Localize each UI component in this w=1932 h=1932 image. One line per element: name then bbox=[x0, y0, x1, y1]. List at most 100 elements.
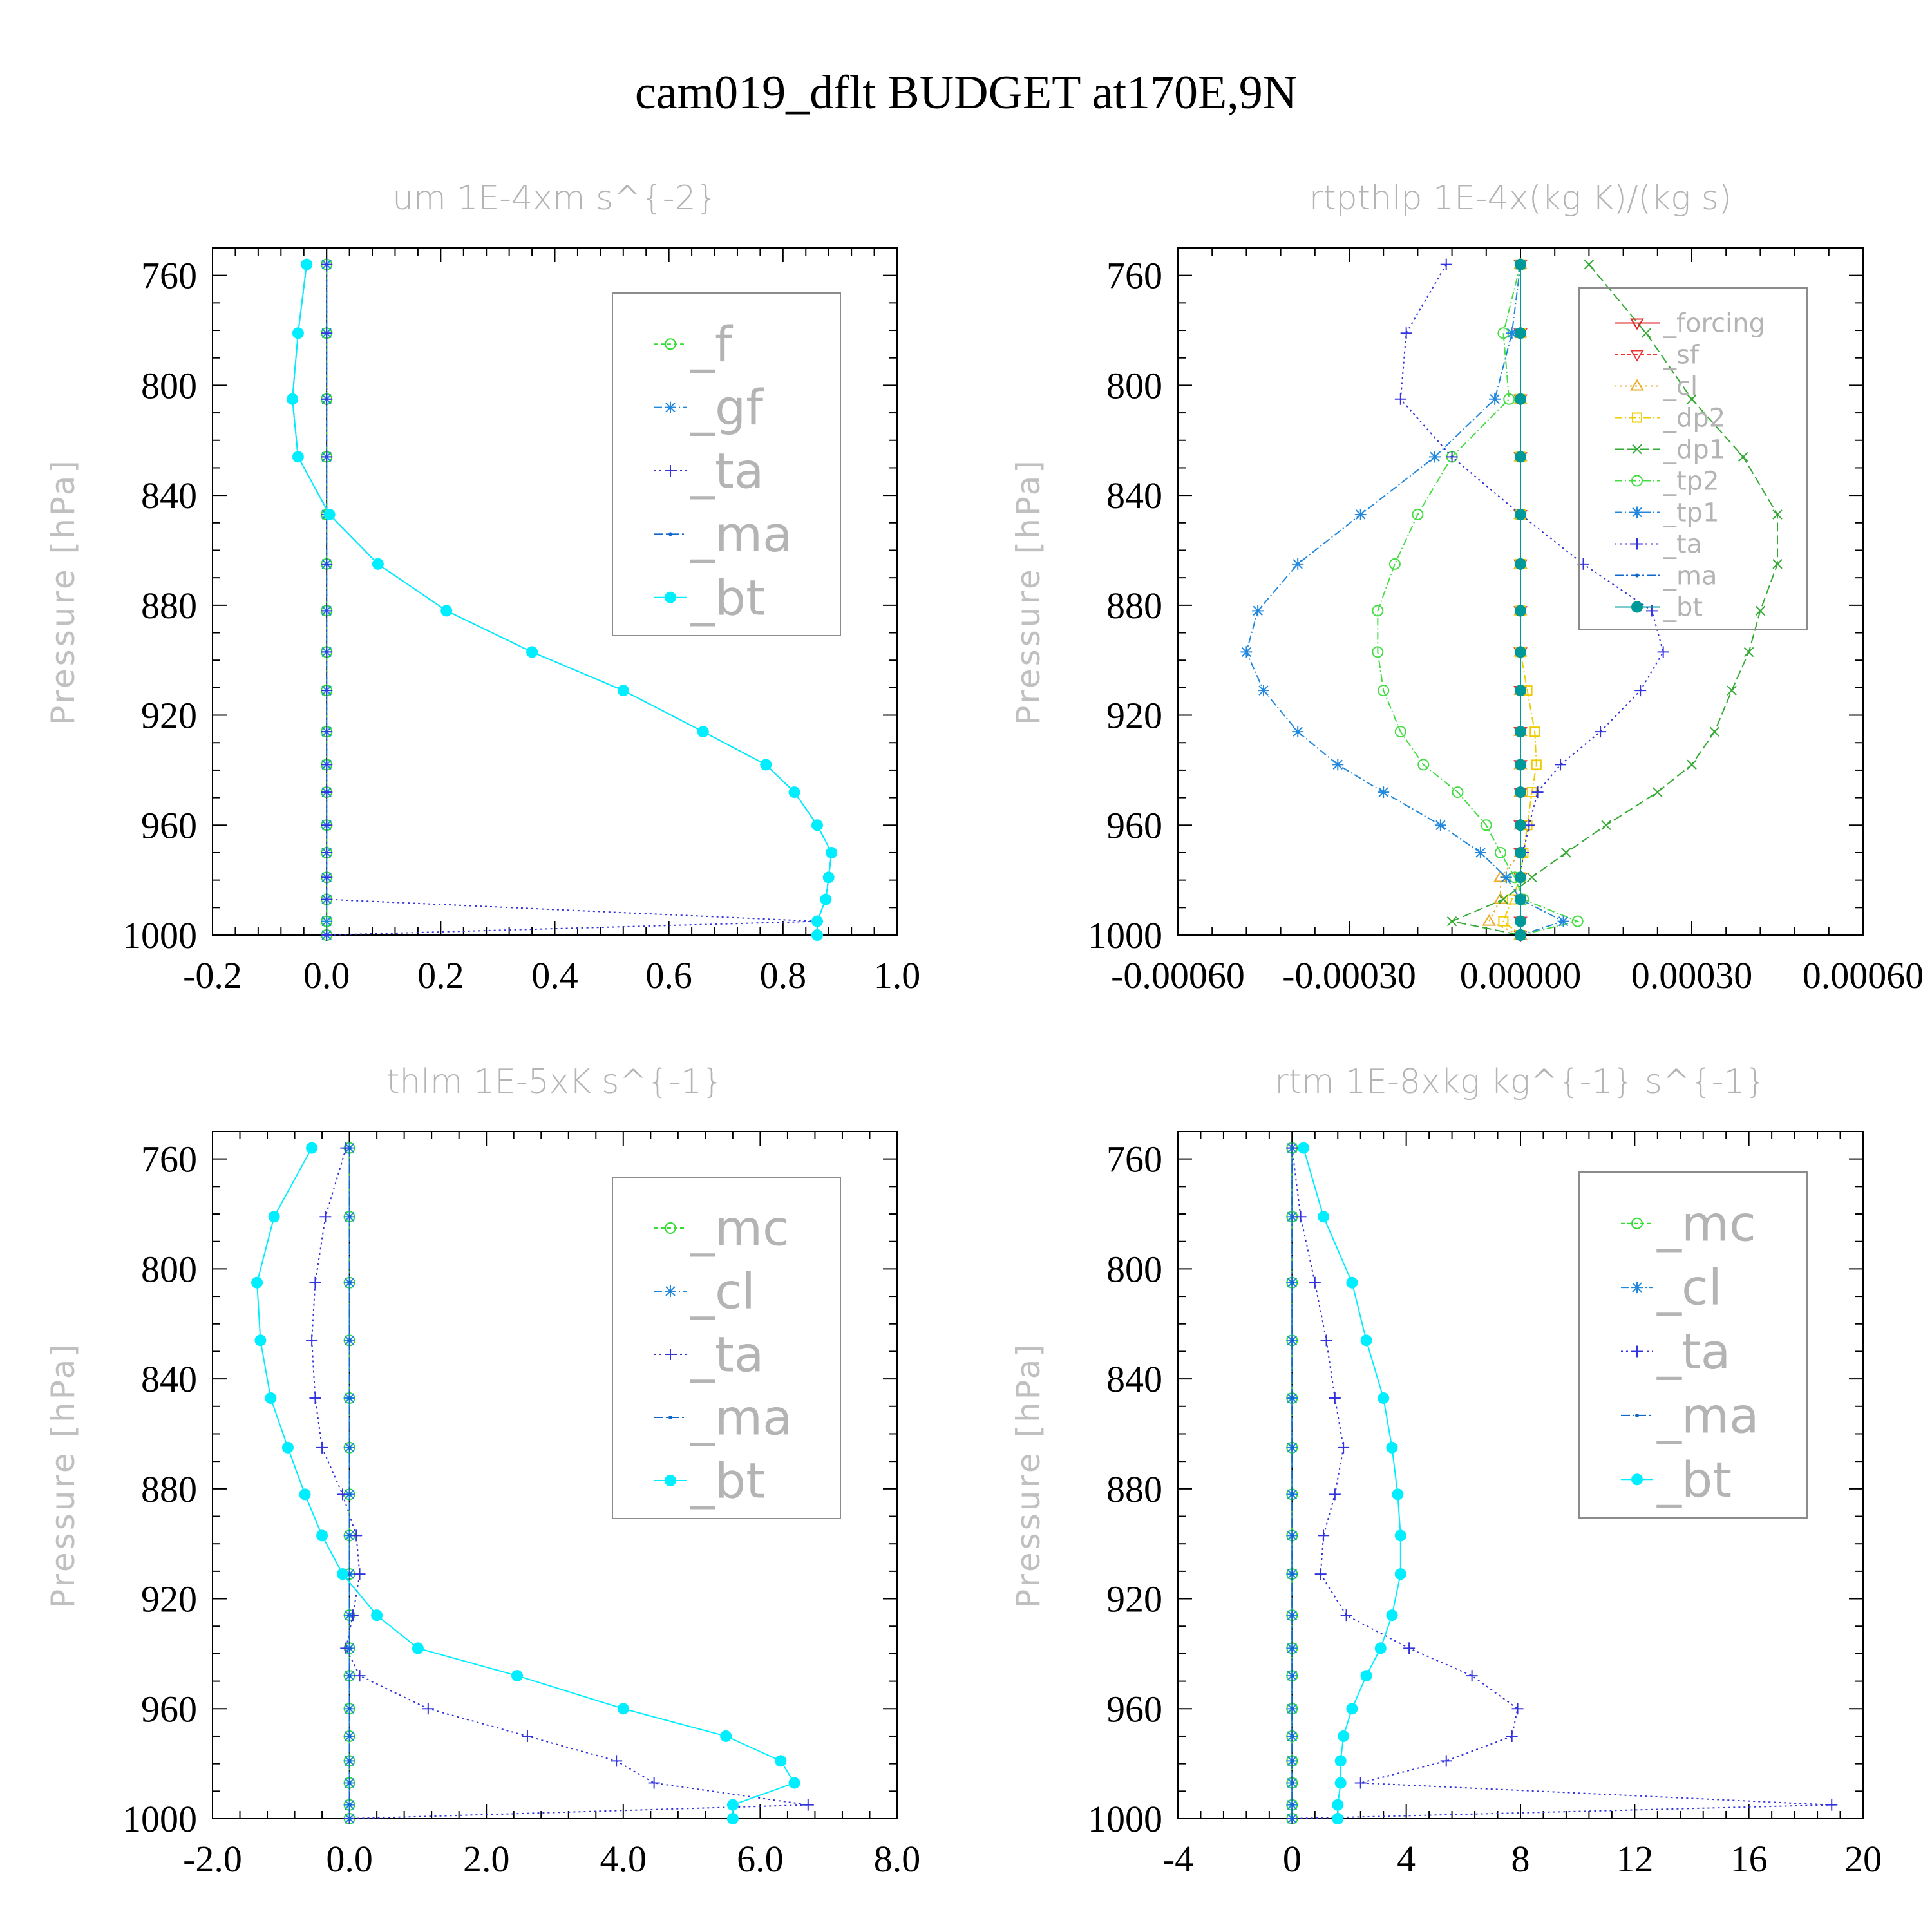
data-point bbox=[321, 759, 333, 771]
legend-marker bbox=[1631, 538, 1643, 550]
series-tp2 bbox=[1372, 258, 1584, 941]
data-point bbox=[1446, 451, 1458, 463]
x-tick-label: 0.4 bbox=[531, 954, 578, 996]
x-tick-label: 6.0 bbox=[737, 1838, 784, 1880]
data-point bbox=[1687, 394, 1697, 404]
data-point bbox=[1417, 759, 1430, 771]
data-point bbox=[1826, 1799, 1838, 1811]
data-point bbox=[1506, 1730, 1518, 1742]
series-cl bbox=[1482, 257, 1528, 940]
series-ta bbox=[1394, 258, 1669, 941]
data-point bbox=[1334, 1777, 1347, 1789]
series-line bbox=[1291, 1148, 1832, 1819]
data-point bbox=[811, 819, 823, 831]
data-point bbox=[371, 1609, 383, 1622]
data-point bbox=[760, 759, 772, 771]
figure-title: cam019_dflt BUDGET at170E,9N bbox=[635, 66, 1297, 119]
legend-marker bbox=[1632, 444, 1642, 455]
data-point bbox=[1290, 1707, 1294, 1711]
legend: _mc _cl _ta _ma _bt bbox=[1578, 1171, 1808, 1519]
data-point bbox=[347, 1817, 352, 1821]
legend-label: _ta bbox=[690, 1326, 764, 1383]
data-point bbox=[1530, 726, 1540, 737]
legend-marker bbox=[665, 338, 676, 350]
series-line bbox=[1377, 264, 1580, 936]
plot-frame bbox=[212, 247, 898, 936]
data-point bbox=[1515, 819, 1526, 831]
panel-thlm-budget: thlm 1E-5xK s^{-1} Pressure [hPa] 760 800 84… bbox=[44, 1063, 920, 1880]
data-point bbox=[1515, 893, 1526, 905]
data-point bbox=[321, 726, 333, 738]
data-point bbox=[1290, 1734, 1294, 1738]
data-point bbox=[1429, 451, 1441, 463]
data-point bbox=[1403, 1642, 1416, 1654]
data-point bbox=[511, 1670, 524, 1682]
legend-label: _ma bbox=[1656, 1387, 1759, 1444]
data-point bbox=[1400, 327, 1412, 339]
series-dp1 bbox=[1446, 259, 1783, 940]
x-tick-label: 4 bbox=[1397, 1838, 1416, 1880]
data-point bbox=[1290, 1533, 1294, 1538]
legend-label: _f bbox=[690, 316, 734, 373]
y-tick-label: 840 bbox=[141, 1358, 197, 1400]
data-point bbox=[788, 786, 800, 799]
data-point bbox=[347, 1707, 352, 1711]
legend: _forcing_sf_cl_dp2_dp1_tp2_tp1_ta_ma_bt bbox=[1578, 287, 1808, 630]
data-point bbox=[1388, 558, 1401, 570]
data-point bbox=[321, 929, 333, 941]
data-point bbox=[1515, 451, 1526, 463]
data-point bbox=[1298, 1142, 1310, 1154]
data-point bbox=[347, 1492, 352, 1497]
data-point bbox=[1329, 1488, 1341, 1501]
data-point bbox=[697, 726, 709, 738]
legend-marker bbox=[1631, 1473, 1643, 1486]
y-tick-label: 760 bbox=[1106, 255, 1162, 297]
data-point bbox=[1515, 786, 1526, 799]
legend-label: _ta bbox=[1656, 1323, 1730, 1380]
legend-box bbox=[612, 292, 841, 636]
data-point bbox=[1290, 1445, 1294, 1450]
data-point bbox=[347, 1674, 352, 1678]
data-point bbox=[1498, 894, 1509, 905]
legend-label: _cl bbox=[1663, 372, 1698, 402]
data-point bbox=[726, 1799, 739, 1811]
legend: _mc _cl _ta _ma _bt bbox=[612, 1177, 841, 1519]
data-point bbox=[347, 1759, 352, 1763]
y-tick-label: 880 bbox=[141, 1468, 197, 1510]
data-point bbox=[1332, 1813, 1344, 1824]
data-point bbox=[1738, 451, 1748, 462]
panel-title: rtpthlp 1E-4x(kg K)/(kg s) bbox=[1309, 179, 1732, 218]
data-point bbox=[1511, 1703, 1524, 1715]
legend-label: _ma bbox=[690, 506, 793, 563]
data-point bbox=[1440, 258, 1452, 270]
x-tick-label: -0.00030 bbox=[1282, 954, 1416, 996]
data-point bbox=[1515, 258, 1526, 270]
data-point bbox=[1290, 1396, 1294, 1400]
series-bt bbox=[1298, 1142, 1406, 1824]
x-tick-label: 0.0 bbox=[326, 1838, 373, 1880]
x-tick-label: -2.0 bbox=[183, 1838, 242, 1880]
series-line bbox=[1399, 264, 1664, 935]
data-point bbox=[1571, 915, 1584, 927]
y-tick-label: 1000 bbox=[122, 1798, 197, 1840]
data-point bbox=[347, 1215, 352, 1219]
data-point bbox=[1584, 259, 1595, 270]
data-point bbox=[1318, 1530, 1330, 1542]
legend-box bbox=[1578, 287, 1808, 630]
data-point bbox=[1634, 685, 1647, 697]
data-point bbox=[811, 929, 823, 941]
y-tick-label: 960 bbox=[1106, 804, 1162, 846]
x-tick-label: 4.0 bbox=[600, 1838, 647, 1880]
data-point bbox=[1386, 1441, 1398, 1454]
series-line bbox=[1303, 1148, 1401, 1819]
data-point bbox=[1480, 819, 1492, 831]
data-point bbox=[1434, 819, 1446, 831]
series-line bbox=[311, 1148, 808, 1819]
data-point bbox=[1482, 914, 1496, 926]
data-point bbox=[1290, 1674, 1294, 1678]
data-point bbox=[1709, 726, 1720, 737]
legend-marker bbox=[665, 1222, 676, 1234]
data-point bbox=[1392, 1488, 1404, 1501]
data-point bbox=[321, 819, 333, 831]
